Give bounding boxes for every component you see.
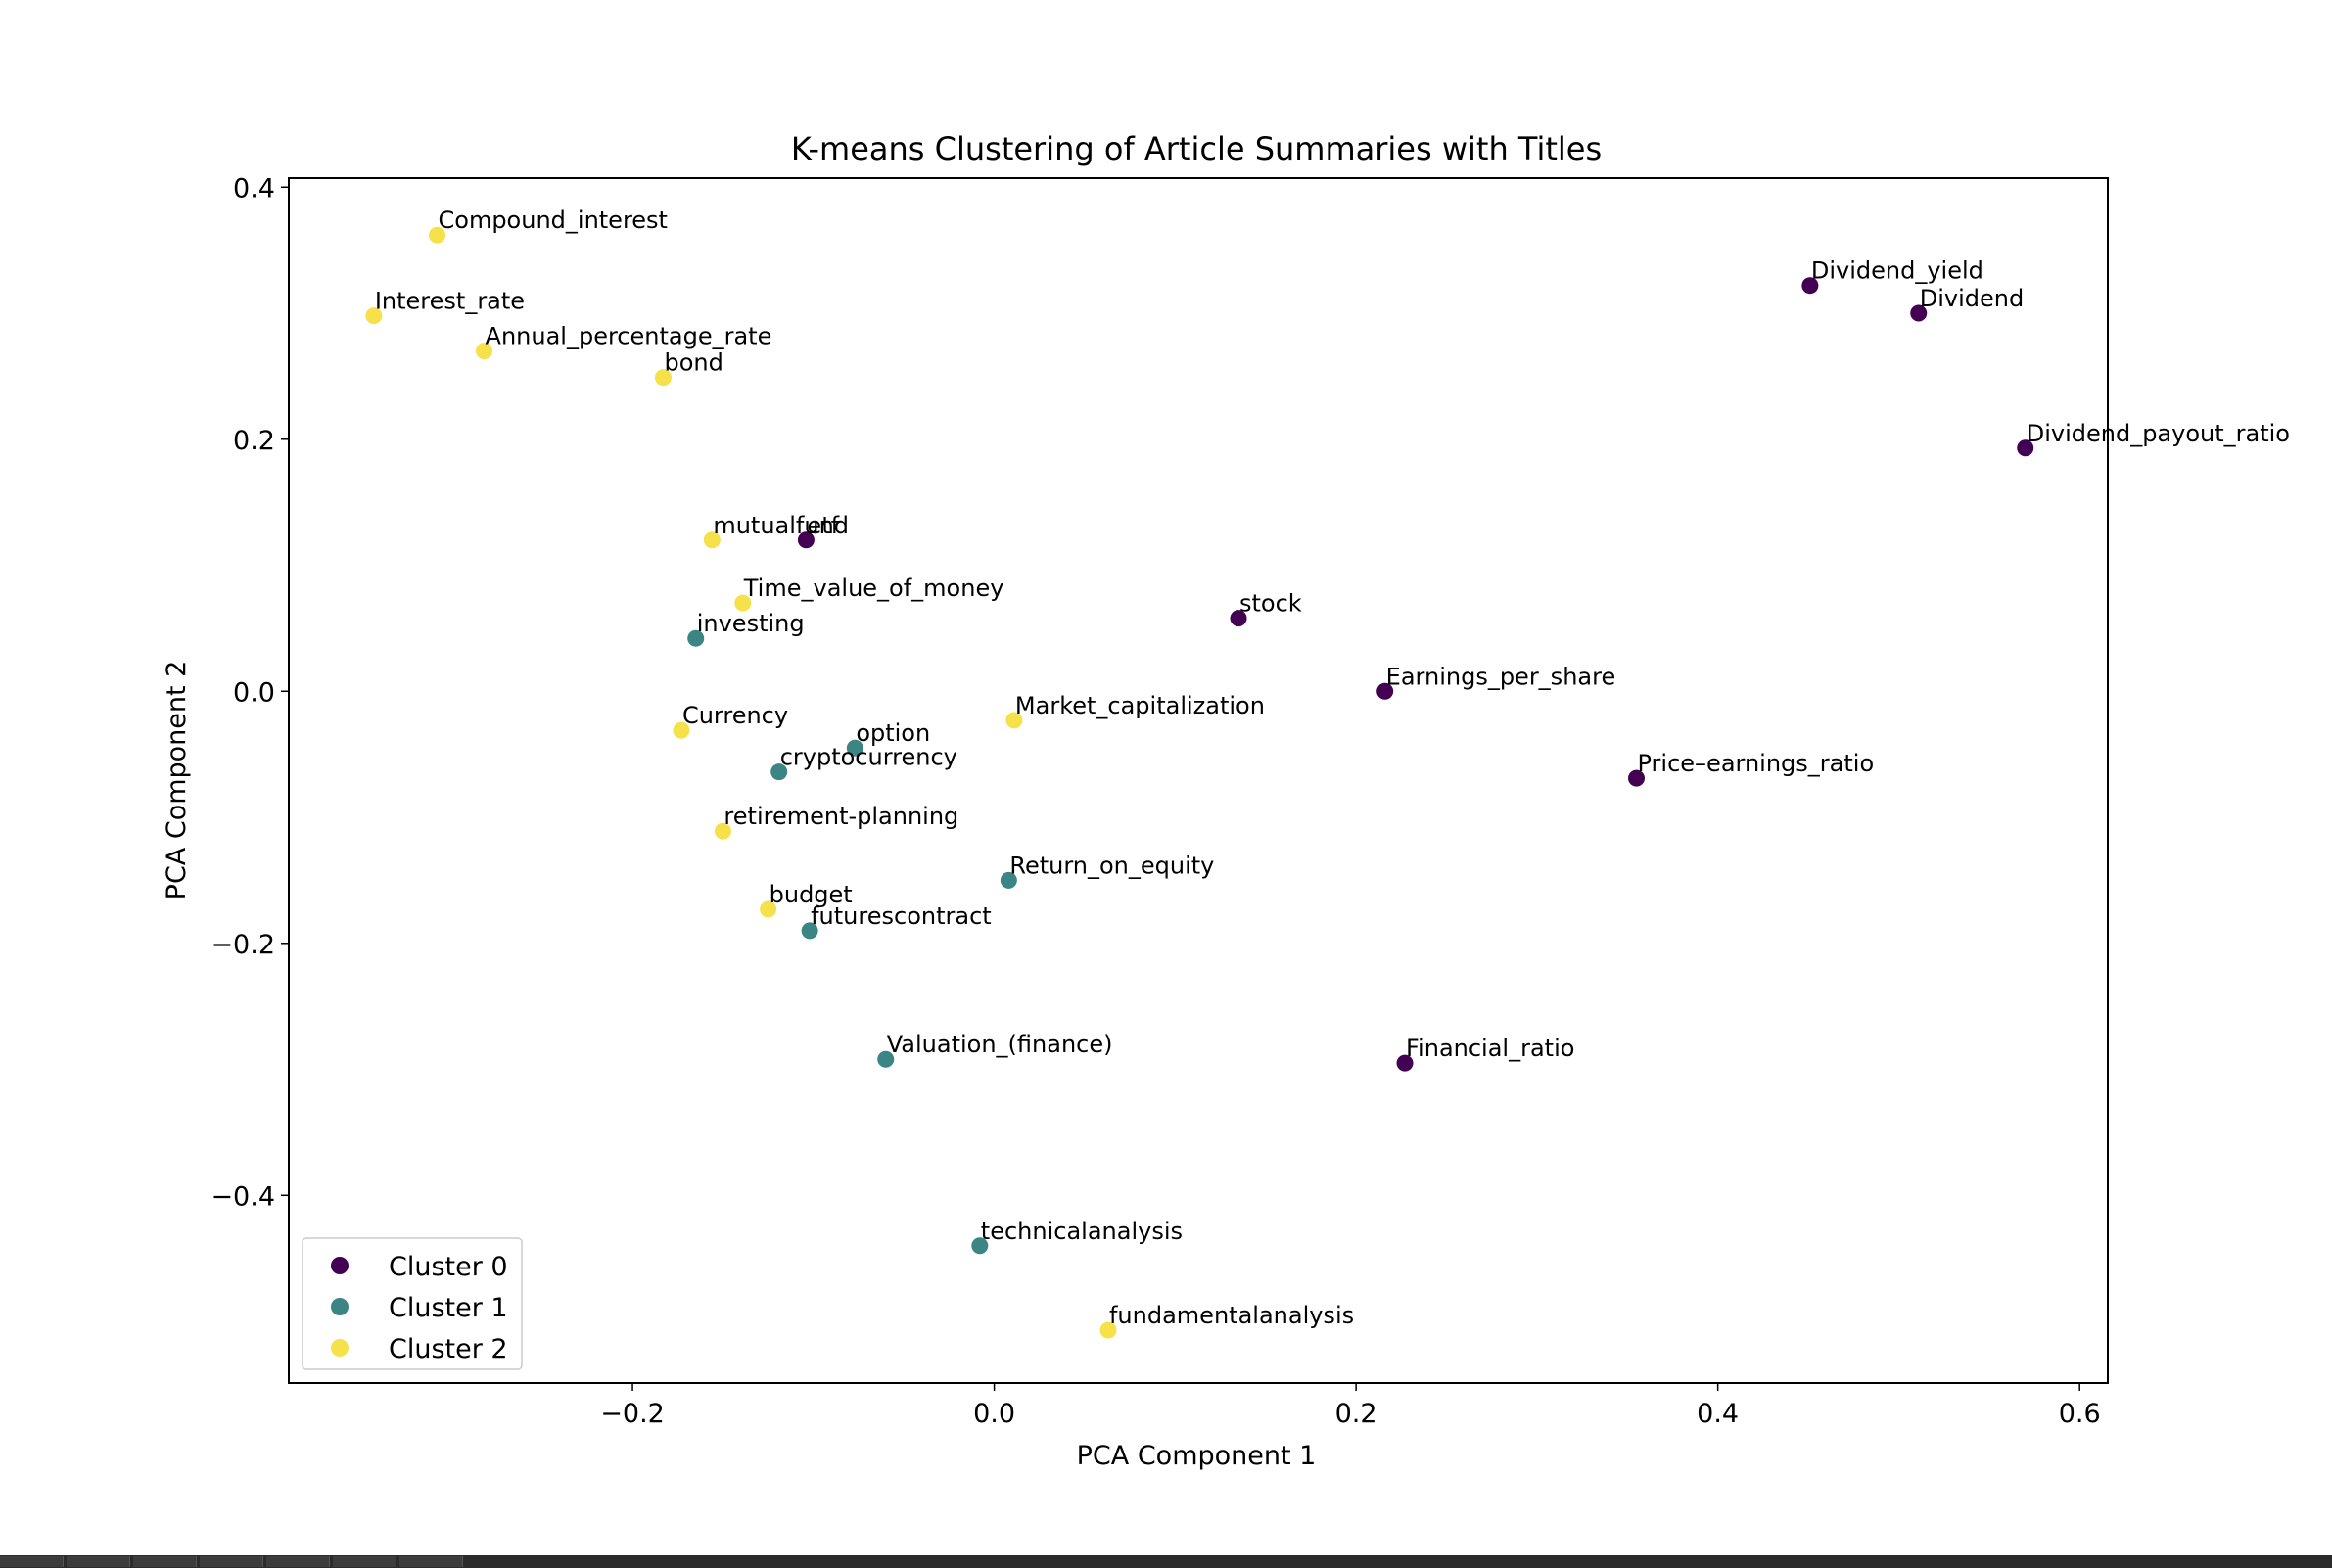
y-tick-label: 0.2 <box>233 426 275 456</box>
legend-label: Cluster 1 <box>389 1293 508 1323</box>
point-label: etf <box>807 512 839 539</box>
data-point <box>703 531 721 549</box>
data-point <box>877 1050 895 1068</box>
data-point <box>714 822 731 840</box>
point-label: stock <box>1239 590 1302 618</box>
data-point <box>846 739 863 757</box>
point-label: Return_on_equity <box>1009 852 1214 879</box>
axes-frame <box>288 177 2109 1384</box>
taskbar-button[interactable] <box>200 1556 263 1567</box>
data-point <box>1005 712 1023 729</box>
y-tick-label: 0.4 <box>233 173 275 204</box>
taskbar-button[interactable] <box>399 1556 463 1567</box>
taskbar <box>0 1555 2332 1568</box>
taskbar-button[interactable] <box>133 1556 197 1567</box>
data-point <box>760 900 777 918</box>
x-tick-label: 0.2 <box>1335 1399 1377 1429</box>
x-axis-label: PCA Component 1 <box>1077 1441 1317 1471</box>
point-label: mutualfund <box>713 512 849 539</box>
data-point <box>770 763 788 781</box>
point-label: Interest_rate <box>375 288 525 315</box>
point-label: Dividend_payout_ratio <box>2027 420 2290 447</box>
data-point <box>797 531 815 549</box>
point-label: Valuation_(finance) <box>887 1031 1113 1058</box>
data-point <box>971 1237 989 1255</box>
x-tick-label: 0.6 <box>2059 1399 2101 1429</box>
data-point <box>1910 304 1928 322</box>
taskbar-button[interactable] <box>333 1556 396 1567</box>
data-point <box>1099 1321 1117 1339</box>
legend: Cluster 0 Cluster 1 Cluster 2 <box>302 1237 523 1370</box>
legend-box <box>302 1237 523 1370</box>
point-label: budget <box>770 881 853 908</box>
point-label: fundamentalanalysis <box>1109 1302 1354 1329</box>
y-axis-label: PCA Component 2 <box>162 661 192 900</box>
series-cluster-2: Compound_interest Interest_rate Annual_per… <box>365 207 1354 1339</box>
data-point <box>1628 769 1646 787</box>
data-point <box>801 922 818 940</box>
point-label: Financial_ratio <box>1406 1035 1574 1062</box>
data-point <box>654 369 672 387</box>
taskbar-button[interactable] <box>0 1556 64 1567</box>
point-label: Earnings_per_share <box>1386 663 1616 690</box>
data-point <box>2017 439 2034 457</box>
point-label: Dividend <box>1920 285 2024 312</box>
point-label: technicalanalysis <box>981 1218 1183 1245</box>
y-tick-label: −0.4 <box>210 1181 275 1212</box>
x-tick-label: 0.0 <box>973 1399 1015 1429</box>
point-label: retirement-planning <box>723 803 958 830</box>
legend-label: Cluster 0 <box>389 1252 508 1282</box>
plot-area: −0.2 0.0 0.2 0.4 0.6 −0.4 −0.2 0.0 0.2 0.4 Dividen… <box>210 173 2290 1429</box>
data-point <box>365 307 383 325</box>
legend-label: Cluster 2 <box>389 1334 508 1364</box>
data-point <box>1000 871 1017 889</box>
taskbar-button[interactable] <box>67 1556 130 1567</box>
legend-marker <box>331 1257 349 1274</box>
data-point <box>734 594 752 612</box>
data-point <box>673 721 690 739</box>
point-label: Price–earnings_ratio <box>1638 750 1875 777</box>
data-point <box>476 343 493 360</box>
point-label: option <box>856 719 930 747</box>
x-tick-label: 0.4 <box>1697 1399 1739 1429</box>
data-point <box>1396 1054 1414 1072</box>
chart-title: K-means Clustering of Article Summaries … <box>791 130 1602 167</box>
point-label: cryptocurrency <box>780 744 957 771</box>
data-point <box>1230 610 1247 627</box>
data-point <box>1801 277 1819 295</box>
y-tick-label: −0.2 <box>210 930 275 960</box>
point-label: Currency <box>682 702 788 729</box>
data-point <box>687 629 705 647</box>
x-tick-label: −0.2 <box>600 1399 665 1429</box>
point-label: Time_value_of_money <box>743 575 1004 602</box>
data-point <box>429 226 446 244</box>
point-label: futurescontract <box>811 902 992 930</box>
data-point <box>1376 682 1394 700</box>
point-label: Compound_interest <box>439 207 668 234</box>
point-label: Annual_percentage_rate <box>486 323 772 350</box>
point-label: investing <box>697 610 805 637</box>
point-label: Market_capitalization <box>1015 692 1265 719</box>
taskbar-button[interactable] <box>266 1556 330 1567</box>
legend-marker <box>331 1298 349 1315</box>
legend-marker <box>331 1339 349 1357</box>
point-label: bond <box>664 349 723 377</box>
point-label: Dividend_yield <box>1811 257 1983 285</box>
y-tick-label: 0.0 <box>233 677 275 708</box>
